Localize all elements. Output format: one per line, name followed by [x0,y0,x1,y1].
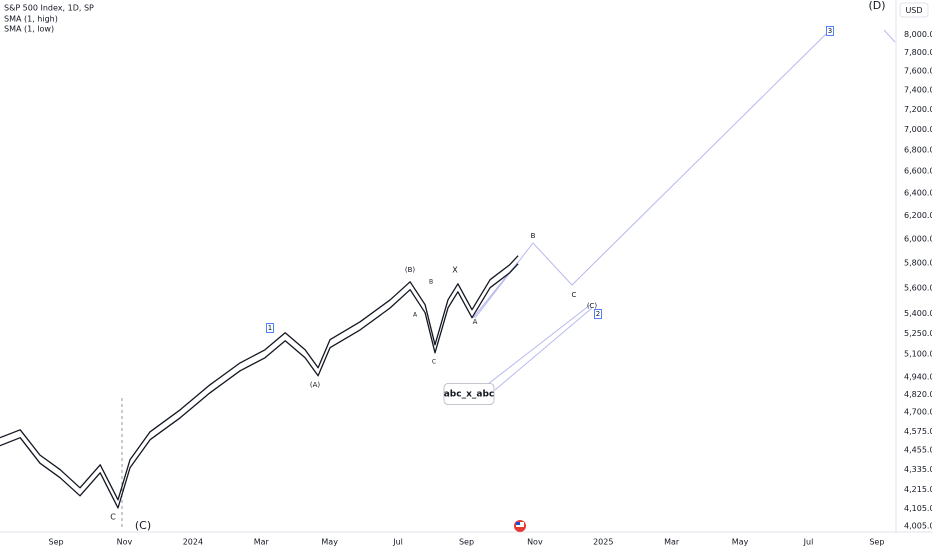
x-tick-label: Jul [803,538,814,547]
y-tick-label: 6,000.00 [904,234,932,243]
x-tick-label: Sep [459,538,474,547]
wave-label: A [413,312,418,319]
x-tick-label: Sep [869,538,884,547]
wave-label: 3 [828,27,832,35]
legend-entry: SMA (1, low) [4,25,54,34]
flag-icon[interactable] [514,520,526,532]
wave-label: (D) [868,0,885,12]
wave-label: X [452,266,458,275]
currency[interactable]: USD [905,6,922,15]
wave-label: (A) [310,381,321,389]
label-box [443,383,495,405]
x-tick-label: Nov [527,538,543,547]
y-tick-label: 5,600.00 [904,283,932,292]
y-tick-label: 5,800.00 [904,258,932,267]
wave-projection [883,29,896,43]
wave-label: C [572,291,577,299]
y-tick-label: 4,105.00 [904,504,932,513]
y-tick-label: 5,400.00 [904,309,932,318]
y-tick-label: 7,800.00 [904,48,932,57]
y-tick-label: 7,000.00 [904,125,932,134]
y-tick-label: 4,455.00 [904,446,932,455]
y-tick-label: 7,400.00 [904,85,932,94]
wave-label-box [266,323,274,333]
wave-label: B [429,279,433,286]
wave-label: A [473,318,478,326]
x-tick-label: Mar [254,538,270,547]
y-tick-label: 7,600.00 [904,67,932,76]
wave-label: C [110,513,116,522]
wave-link [494,307,593,391]
x-tick-label: 2025 [593,538,613,547]
wave-label: 2 [596,310,600,318]
y-tick-label: 4,335.00 [904,465,932,474]
y-tick-label: 6,200.00 [904,211,932,220]
x-tick-label: Jul [392,538,403,547]
price-line [0,255,519,501]
y-tick-label: 5,100.00 [904,350,932,359]
y-tick-label: 7,200.00 [904,105,932,114]
y-tick-label: 8,000.00 [904,30,932,39]
y-tick-label: 4,215.00 [904,485,932,494]
wave-label: (B) [405,266,416,274]
y-tick-label: 4,820.00 [904,390,932,399]
x-tick-label: Mar [664,538,680,547]
wave-label: 1 [268,324,272,332]
x-tick-label: May [321,538,338,547]
wave-label: (C) [587,302,598,310]
wave-link [487,304,591,385]
wave-label: C [432,359,436,366]
y-tick-label: 4,005.00 [904,521,932,530]
y-tick-label: 4,575.00 [904,427,932,436]
wave-projection [474,31,829,319]
x-tick-label: 2024 [183,538,203,547]
y-tick-label: 6,600.00 [904,167,932,176]
wave-label-box [826,26,834,36]
legend-entry: SMA (1, high) [4,15,58,24]
x-tick-label: Sep [49,538,64,547]
wave-label: B [531,232,536,240]
x-tick-label: May [732,538,749,547]
y-tick-label: 6,800.00 [904,145,932,154]
wave-label: (C) [135,519,151,532]
chart-title: S&P 500 Index, 1D, SP [4,4,94,13]
wave-label-box [594,309,602,319]
flag-canton[interactable] [516,522,520,525]
x-tick-label: Nov [117,538,133,547]
price-line [0,263,519,509]
y-tick-label: 6,400.00 [904,189,932,198]
y-tick-label: 4,700.00 [904,408,932,417]
y-tick-label: 5,250.00 [904,329,932,338]
label-text: abc_x_abc [444,390,495,400]
currency-box[interactable] [899,2,929,18]
y-tick-label: 4,940.00 [904,372,932,381]
